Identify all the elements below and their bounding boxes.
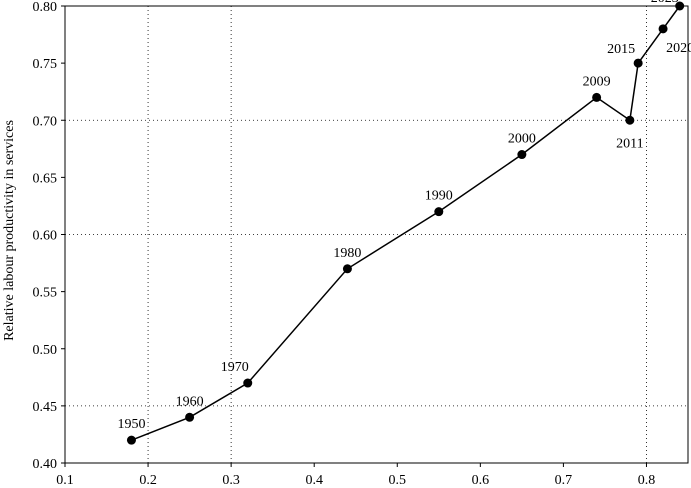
- data-point-2015: [633, 58, 643, 68]
- y-tick-label: 0.40: [33, 457, 58, 472]
- data-point-2023: [675, 1, 685, 11]
- y-tick-label: 0.65: [33, 171, 58, 186]
- point-label-1970: 1970: [221, 360, 249, 375]
- x-tick-label: 0.5: [389, 473, 407, 488]
- data-point-1960: [185, 412, 195, 422]
- data-points: [126, 1, 685, 445]
- y-axis-title: Relative labour productivity in services: [2, 120, 17, 341]
- data-point-2020: [658, 24, 668, 34]
- point-label-2000: 2000: [508, 132, 536, 147]
- point-label-1990: 1990: [425, 189, 453, 204]
- x-tick-label: 0.2: [139, 473, 157, 488]
- point-label-2015: 2015: [607, 42, 635, 57]
- data-point-1990: [434, 207, 444, 217]
- x-tick-label: 0.6: [472, 473, 490, 488]
- y-tick-label: 0.70: [33, 114, 58, 129]
- grid-lines: [65, 6, 688, 463]
- axis-ticks: 0.1 0.2 0.3 0.4 0.5 0.6 0.7 0.8 0.40 0.45 0.50 0.55…: [33, 0, 656, 488]
- y-tick-label: 0.45: [33, 400, 58, 415]
- point-labels: 1950 1960 1970 1980 1990 2000 2009 2011 2015 2020…: [117, 0, 691, 432]
- point-label-1960: 1960: [176, 394, 204, 409]
- data-point-2000: [517, 150, 527, 160]
- series-line: [131, 5, 681, 441]
- data-point-1980: [342, 264, 352, 274]
- y-tick-label: 0.50: [33, 343, 58, 358]
- point-label-1980: 1980: [333, 246, 361, 261]
- point-label-2009: 2009: [583, 74, 611, 89]
- data-point-2009: [592, 92, 602, 102]
- point-label-1950: 1950: [117, 417, 145, 432]
- y-tick-label: 0.80: [33, 0, 58, 15]
- x-tick-label: 0.8: [638, 473, 656, 488]
- x-tick-label: 0.4: [305, 473, 323, 488]
- data-point-2011: [625, 115, 635, 125]
- x-tick-label: 0.1: [56, 473, 74, 488]
- y-tick-label: 0.55: [33, 286, 58, 301]
- y-tick-label: 0.75: [33, 57, 58, 72]
- x-tick-label: 0.3: [222, 473, 240, 488]
- y-tick-label: 0.60: [33, 229, 58, 244]
- point-label-2011: 2011: [616, 136, 643, 151]
- data-point-1950: [126, 435, 136, 445]
- x-tick-label: 0.7: [555, 473, 573, 488]
- point-label-2023: 2023: [651, 0, 679, 6]
- data-point-1970: [243, 378, 253, 388]
- series-polyline: [131, 5, 681, 441]
- point-label-2020: 2020: [666, 41, 691, 56]
